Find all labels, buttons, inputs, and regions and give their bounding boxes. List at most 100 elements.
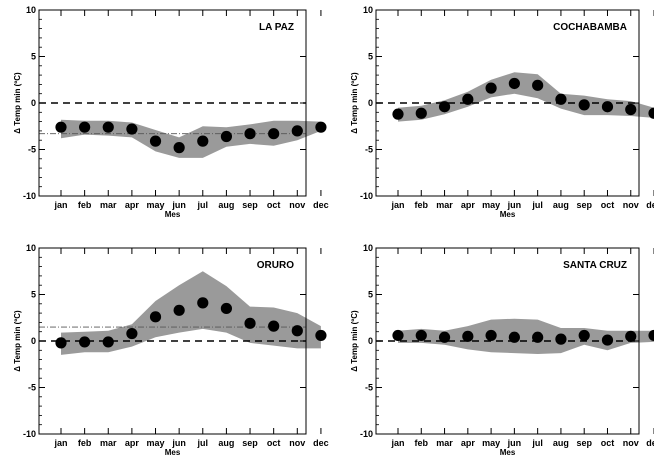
y-tick-label: -5: [365, 145, 373, 155]
x-tick-label-apr: apr: [461, 438, 476, 448]
data-point-nov: [291, 325, 303, 337]
data-point-mar: [102, 121, 114, 133]
y-tick-label: 10: [26, 5, 36, 15]
x-tick-label-sep: sep: [576, 200, 592, 210]
y-tick-label: -5: [28, 145, 36, 155]
x-tick-label-aug: aug: [218, 200, 234, 210]
y-tick-label: 0: [368, 336, 373, 346]
x-axis-label: Mes: [165, 210, 181, 219]
data-point-nov: [291, 125, 303, 137]
y-tick-label: 0: [31, 336, 36, 346]
data-point-sep: [578, 99, 590, 111]
x-tick-label-jan: jan: [53, 200, 67, 210]
data-point-jun: [173, 142, 185, 154]
data-point-feb: [415, 107, 427, 119]
data-point-jul: [532, 331, 544, 343]
x-tick-label-mar: mar: [100, 438, 117, 448]
x-tick-label-nov: nov: [623, 438, 639, 448]
panel-title: COCHABAMBA: [553, 22, 627, 33]
x-tick-label-jun: jun: [507, 438, 522, 448]
data-point-aug: [555, 333, 567, 345]
y-tick-label: 5: [368, 290, 373, 300]
x-tick-label-jan: jan: [390, 438, 404, 448]
x-tick-label-mar: mar: [436, 438, 453, 448]
x-axis-label: Mes: [500, 210, 516, 219]
data-point-aug: [555, 93, 567, 105]
x-tick-label-aug: aug: [553, 200, 569, 210]
x-tick-label-nov: nov: [623, 200, 639, 210]
x-tick-label-may: may: [482, 200, 500, 210]
x-tick-label-jul: jul: [197, 438, 209, 448]
y-tick-label: 0: [368, 98, 373, 108]
x-tick-label-jan: jan: [390, 200, 404, 210]
y-axis-label: Δ Temp min (ºC): [350, 72, 359, 134]
y-tick-label: 5: [31, 290, 36, 300]
y-axis-label: Δ Temp min (ºC): [13, 310, 22, 372]
x-tick-label-jun: jun: [171, 438, 186, 448]
data-point-may: [485, 329, 497, 342]
spread-band: [398, 72, 654, 122]
x-tick-label-jul: jul: [531, 200, 543, 210]
data-point-dec: [315, 329, 327, 342]
y-axis-label: Δ Temp min (ºC): [13, 72, 22, 134]
data-point-jul: [532, 79, 544, 91]
x-tick-label-mar: mar: [436, 200, 453, 210]
data-point-mar: [438, 101, 451, 113]
x-tick-label-mar: mar: [100, 200, 117, 210]
data-point-oct: [268, 320, 280, 332]
data-point-sep: [578, 329, 590, 342]
data-point-jan: [392, 329, 404, 342]
data-point-may: [149, 311, 162, 323]
x-tick-label-nov: nov: [289, 200, 305, 210]
data-point-apr: [126, 327, 138, 340]
data-point-jan: [55, 121, 67, 133]
y-tick-label: 5: [368, 52, 373, 62]
data-point-mar: [438, 331, 451, 343]
x-tick-label-oct: oct: [267, 438, 281, 448]
y-axis-label: Δ Temp min (ºC): [350, 310, 359, 372]
panel-0: -10 -5 0 5 10 jan feb mar apr may jun jul aug sep oct n…: [13, 5, 329, 219]
data-point-sep: [244, 317, 256, 329]
y-tick-label: -5: [365, 383, 373, 393]
x-tick-label-feb: feb: [415, 200, 429, 210]
x-tick-label-may: may: [147, 438, 165, 448]
data-point-may: [149, 135, 162, 147]
data-point-oct: [601, 101, 614, 113]
data-point-nov: [625, 330, 637, 342]
data-point-jun: [508, 331, 520, 343]
panel-title: ORURO: [257, 260, 294, 271]
x-tick-label-sep: sep: [242, 200, 258, 210]
data-point-feb: [415, 329, 427, 342]
y-tick-label: 10: [363, 5, 373, 15]
x-tick-label-oct: oct: [601, 438, 615, 448]
x-tick-label-jul: jul: [197, 200, 209, 210]
panel-title: SANTA CRUZ: [563, 260, 627, 271]
panel-1: -10 -5 0 5 10 jan feb mar apr may jun jul aug sep oct n…: [350, 5, 654, 219]
data-point-may: [485, 82, 497, 94]
data-point-nov: [625, 103, 637, 116]
data-point-jul: [197, 135, 209, 147]
x-tick-label-apr: apr: [461, 200, 476, 210]
data-point-dec: [315, 121, 327, 133]
x-tick-label-may: may: [147, 200, 165, 210]
data-point-jun: [508, 77, 520, 90]
x-tick-label-oct: oct: [601, 200, 615, 210]
data-point-jan: [392, 108, 404, 120]
data-point-dec: [648, 329, 654, 342]
x-tick-label-apr: apr: [125, 200, 140, 210]
data-point-jun: [173, 304, 185, 316]
x-tick-label-jun: jun: [507, 200, 522, 210]
data-point-aug: [220, 130, 233, 143]
x-tick-label-dec: dec: [313, 200, 329, 210]
y-tick-label: 10: [363, 243, 373, 253]
x-tick-label-dec: dec: [313, 438, 329, 448]
x-tick-label-may: may: [482, 438, 500, 448]
x-tick-label-dec: dec: [646, 200, 654, 210]
x-axis-label: Mes: [165, 448, 181, 457]
y-tick-label: -10: [23, 191, 36, 201]
spread-band: [61, 271, 321, 355]
data-point-jan: [55, 337, 67, 349]
x-tick-label-aug: aug: [218, 438, 234, 448]
